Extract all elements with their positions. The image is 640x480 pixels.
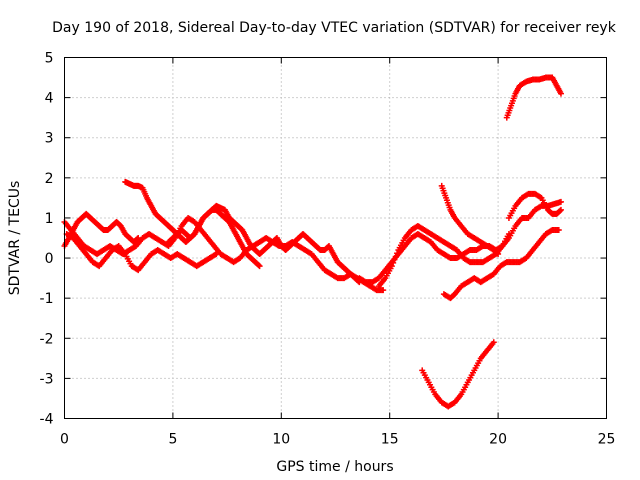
data-point [557, 207, 564, 214]
y-tick-label: -3 [40, 371, 54, 387]
series-arc-3 [63, 230, 220, 274]
y-tick-label: 5 [45, 51, 54, 67]
series-arc-12 [419, 339, 497, 410]
data-point [394, 250, 401, 257]
data-point [213, 251, 220, 258]
plot-frame [64, 57, 607, 419]
x-tick-label: 5 [168, 432, 177, 448]
data-point [256, 263, 263, 270]
y-tick-label: -2 [40, 331, 54, 347]
y-tick-label: 4 [45, 91, 54, 107]
data-points [61, 74, 564, 410]
y-tick-label: 2 [45, 171, 54, 187]
series-arc-9 [505, 190, 564, 221]
y-axis-label: SDTVAR / TECUs [7, 181, 23, 296]
x-tick-label: 0 [60, 432, 69, 448]
y-tick-label: -1 [40, 291, 54, 307]
data-point [134, 235, 141, 242]
data-point [388, 263, 395, 270]
y-tick-label: 1 [45, 211, 54, 227]
data-point [557, 206, 564, 213]
series-arc-2 [61, 210, 142, 250]
data-point [255, 262, 262, 269]
data-point [495, 251, 502, 258]
data-point [390, 259, 397, 266]
series-arc-7 [375, 222, 512, 290]
series-arc-5 [165, 202, 363, 286]
series-arc-10 [440, 226, 562, 302]
x-tick-label: 25 [598, 432, 616, 448]
x-tick-label: 15 [381, 432, 399, 448]
series-arc-8 [438, 182, 502, 258]
data-point [392, 253, 399, 260]
data-point [505, 230, 512, 237]
data-point [494, 250, 501, 257]
y-tick-label: -4 [40, 412, 54, 428]
y-tick-label: 3 [45, 131, 54, 147]
data-point [135, 235, 142, 241]
data-point [557, 198, 564, 205]
data-point [490, 339, 497, 346]
tick-labels: 0 5 10 15 20 25 -4 -3 -2 -1 0 1 2 3 4 5 [40, 51, 616, 448]
x-tick-label: 20 [489, 432, 507, 448]
series-arc-11 [503, 74, 564, 121]
x-tick-label: 10 [272, 432, 290, 448]
series-arc-6 [356, 198, 564, 286]
chart-title: Day 190 of 2018, Sidereal Day-to-day VTE… [52, 20, 617, 36]
data-point [380, 287, 387, 294]
x-axis-label: GPS time / hours [276, 459, 393, 475]
y-tick-label: 0 [45, 251, 54, 267]
data-point [391, 256, 398, 263]
data-point [555, 226, 562, 233]
data-point [557, 90, 564, 97]
